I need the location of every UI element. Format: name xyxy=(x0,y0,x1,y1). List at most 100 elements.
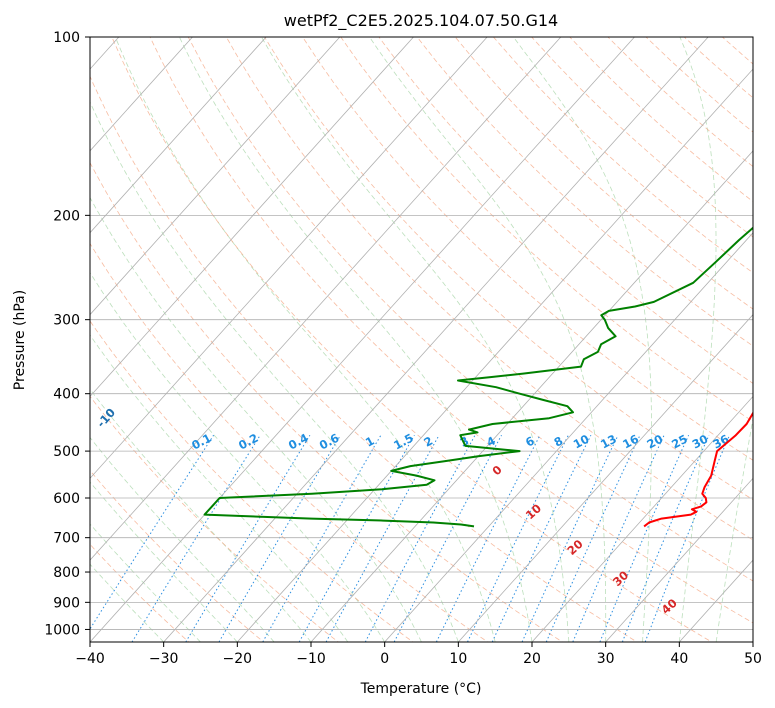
isotherm-line xyxy=(90,37,414,398)
mixing-ratio-label: 10 xyxy=(571,432,592,452)
moist-adiabat-label: 0 xyxy=(489,462,504,478)
isotherm-line xyxy=(384,232,753,642)
isotherm-line xyxy=(90,37,267,234)
moist-adiabat-label: 30 xyxy=(610,568,631,589)
x-tick-label: −20 xyxy=(223,651,253,667)
mixing-ratio-label: 8 xyxy=(552,434,566,450)
mixing-ratio-line xyxy=(644,434,731,642)
moist-adiabat-line xyxy=(90,388,312,642)
moist-adiabat-label: 20 xyxy=(564,537,585,558)
moist-adiabat-line xyxy=(513,37,652,642)
moist-adiabat-label: 40 xyxy=(659,596,680,617)
isotherm-line xyxy=(90,37,488,479)
mixing-ratio-label: 30 xyxy=(690,432,711,452)
dry-adiabat-line xyxy=(340,37,753,422)
mixing-ratio-line xyxy=(521,434,619,642)
dry-adiabat-line xyxy=(90,75,638,642)
isotherm-line xyxy=(752,641,753,642)
isotherm-line xyxy=(90,37,193,152)
mixing-ratio-line xyxy=(218,434,341,642)
mixing-ratio-label: 25 xyxy=(669,432,690,452)
background-line-labels: 0.10.20.40.611.52346810131620253036-100-… xyxy=(94,405,731,617)
isobar-gridlines xyxy=(90,37,753,630)
moist-adiabat-line xyxy=(90,481,238,642)
isotherm-line xyxy=(605,477,753,642)
mixing-ratio-lines xyxy=(90,434,731,642)
mixing-ratio-line xyxy=(364,434,476,642)
x-tick-label: −30 xyxy=(149,651,179,667)
mixing-ratio-line xyxy=(298,434,415,642)
mixing-ratio-label: 20 xyxy=(645,432,666,452)
dry-adiabat-line xyxy=(645,37,753,133)
y-axis: 100 200 300 400 500 600 700 800 900 1000 xyxy=(44,30,90,638)
isotherm-line xyxy=(531,395,753,642)
plot-frame xyxy=(89,36,754,643)
dry-adiabat-line xyxy=(90,242,489,642)
dry-adiabat-line xyxy=(531,37,753,238)
y-tick-label: 700 xyxy=(53,531,80,547)
moist-adiabat-line xyxy=(90,436,275,642)
mixing-ratio-line xyxy=(393,434,502,642)
dry-adiabat-line xyxy=(302,37,753,461)
mixing-ratio-line xyxy=(572,434,665,642)
x-axis: −40 −30 −20 −10 0 10 20 30 40 50 xyxy=(75,642,762,667)
x-tick-label: 50 xyxy=(744,651,762,667)
dry-adiabat-line xyxy=(90,320,414,642)
y-axis-label: Pressure (hPa) xyxy=(12,290,28,390)
moist-adiabat-line xyxy=(179,37,533,642)
moist-adiabat-line xyxy=(369,37,607,642)
dry-adiabat-label: -10 xyxy=(94,405,118,430)
x-tick-label: 40 xyxy=(670,651,688,667)
y-tick-label: 100 xyxy=(53,30,80,46)
isotherm-line xyxy=(237,68,753,642)
moist-adiabat-line xyxy=(90,334,349,642)
mixing-ratio-line xyxy=(131,434,261,642)
y-tick-label: 300 xyxy=(53,313,80,329)
dry-adiabat-line xyxy=(111,37,713,642)
dry-adiabat-line xyxy=(264,37,753,501)
dry-adiabat-line xyxy=(90,395,339,642)
isotherm-line xyxy=(310,150,753,642)
mixing-ratio-line xyxy=(435,434,541,642)
isotherm-line xyxy=(90,37,341,316)
mixing-ratio-line xyxy=(599,434,690,642)
mixing-ratio-label: 13 xyxy=(598,432,619,452)
x-tick-label: −40 xyxy=(75,651,105,667)
mixing-ratio-label: 0.2 xyxy=(236,431,261,453)
mixing-ratio-label: 36 xyxy=(710,432,731,452)
dry-adiabat-line xyxy=(569,37,753,203)
temperature-line xyxy=(643,409,753,528)
mixing-ratio-line xyxy=(325,434,440,642)
moist-adiabat-line xyxy=(114,37,496,642)
moist-adiabat-line xyxy=(90,100,459,642)
x-axis-label: Temperature (°C) xyxy=(360,681,482,697)
isotherm-line xyxy=(90,37,562,561)
y-tick-label: 500 xyxy=(53,444,80,460)
dry-adiabat-line xyxy=(187,37,753,582)
x-tick-label: 10 xyxy=(449,651,467,667)
mixing-ratio-label: 6 xyxy=(523,434,537,450)
plot-area: 0.10.20.40.611.52346810131620253036-100-… xyxy=(90,37,775,644)
mixing-ratio-label: 2 xyxy=(421,434,435,450)
moist-adiabat-line xyxy=(90,523,201,642)
moist-adiabat-line xyxy=(261,37,570,642)
mixing-ratio-label: 0.4 xyxy=(286,431,311,453)
isotherms xyxy=(90,37,753,642)
series-layer xyxy=(203,226,753,528)
x-tick-label: −10 xyxy=(296,651,326,667)
y-tick-label: 1000 xyxy=(44,622,80,638)
dry-adiabat-line xyxy=(454,37,753,310)
moist-adiabat-line xyxy=(90,271,386,642)
mixing-ratio-label: 16 xyxy=(620,432,641,452)
isotherm-line xyxy=(90,37,635,642)
dry-adiabat-line xyxy=(493,37,753,274)
dry-adiabat-line xyxy=(416,37,753,347)
mixing-ratio-line xyxy=(185,434,311,642)
x-tick-label: 30 xyxy=(597,651,615,667)
mixing-ratio-label: 1 xyxy=(363,434,377,450)
dry-adiabat-line xyxy=(90,469,265,642)
dry-adiabat-line xyxy=(761,37,775,644)
y-tick-label: 200 xyxy=(53,208,80,224)
y-tick-label: 900 xyxy=(53,595,80,611)
